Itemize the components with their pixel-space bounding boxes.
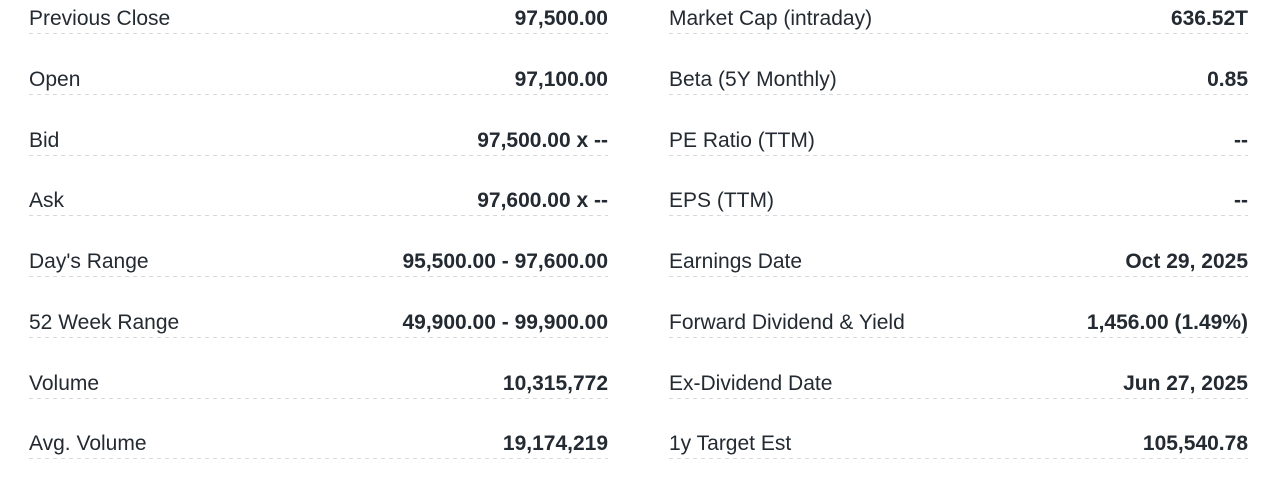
stat-value: 97,500.00 bbox=[514, 7, 608, 30]
stat-label: Ex-Dividend Date bbox=[669, 371, 833, 395]
stat-label: Open bbox=[29, 67, 81, 91]
stat-value: 97,600.00 x -- bbox=[477, 189, 608, 213]
stat-value: 49,900.00 - 99,900.00 bbox=[402, 310, 608, 334]
stat-value: -- bbox=[1234, 128, 1248, 152]
stat-label: Beta (5Y Monthly) bbox=[669, 67, 837, 91]
stat-row-1y-target-est: 1y Target Est 105,540.78 bbox=[669, 425, 1248, 486]
stat-value: 0.85 bbox=[1207, 67, 1248, 91]
stat-label: PE Ratio (TTM) bbox=[669, 128, 815, 152]
stat-row-pe-ratio: PE Ratio (TTM) -- bbox=[669, 121, 1248, 183]
stat-label: Earnings Date bbox=[669, 250, 803, 273]
stat-label: Market Cap (intraday) bbox=[669, 7, 873, 30]
stat-label: 1y Target Est bbox=[669, 432, 792, 456]
stat-row-earnings-date: Earnings Date Oct 29, 2025 bbox=[669, 243, 1248, 304]
stat-row-previous-close: Previous Close 97,500.00 bbox=[29, 0, 608, 61]
stat-value: 19,174,219 bbox=[502, 432, 608, 456]
stat-row-ask: Ask 97,600.00 x -- bbox=[29, 182, 608, 243]
stat-label: EPS (TTM) bbox=[669, 189, 774, 213]
stat-value: -- bbox=[1234, 189, 1248, 213]
stat-value: 95,500.00 - 97,600.00 bbox=[402, 250, 608, 273]
quote-summary-right-column: Market Cap (intraday) 636.52T Beta (5Y M… bbox=[669, 0, 1248, 486]
stat-label: Bid bbox=[29, 128, 60, 152]
stat-value: 636.52T bbox=[1170, 7, 1248, 30]
stat-value: 10,315,772 bbox=[502, 371, 608, 395]
stat-value: 97,100.00 bbox=[514, 67, 608, 91]
stat-row-forward-dividend-yield: Forward Dividend & Yield 1,456.00 (1.49%… bbox=[669, 303, 1248, 365]
stat-row-eps: EPS (TTM) -- bbox=[669, 182, 1248, 243]
stat-row-open: Open 97,100.00 bbox=[29, 60, 608, 122]
stat-value: Oct 29, 2025 bbox=[1125, 250, 1248, 273]
quote-summary-left-column: Previous Close 97,500.00 Open 97,100.00 … bbox=[29, 0, 608, 486]
stat-label: Previous Close bbox=[29, 7, 171, 30]
stat-label: Ask bbox=[29, 189, 65, 213]
stat-row-days-range: Day's Range 95,500.00 - 97,600.00 bbox=[29, 243, 608, 304]
stat-label: Avg. Volume bbox=[29, 432, 147, 456]
stat-row-beta: Beta (5Y Monthly) 0.85 bbox=[669, 60, 1248, 122]
stat-value: 105,540.78 bbox=[1142, 432, 1248, 456]
stat-row-52-week-range: 52 Week Range 49,900.00 - 99,900.00 bbox=[29, 303, 608, 365]
stat-row-volume: Volume 10,315,772 bbox=[29, 364, 608, 426]
stat-row-market-cap: Market Cap (intraday) 636.52T bbox=[669, 0, 1248, 61]
stat-row-bid: Bid 97,500.00 x -- bbox=[29, 121, 608, 183]
stat-value: 1,456.00 (1.49%) bbox=[1086, 310, 1248, 334]
stat-label: Forward Dividend & Yield bbox=[669, 310, 905, 334]
stat-label: Day's Range bbox=[29, 250, 149, 273]
stat-label: Volume bbox=[29, 371, 100, 395]
stat-row-avg-volume: Avg. Volume 19,174,219 bbox=[29, 425, 608, 486]
stat-value: Jun 27, 2025 bbox=[1123, 371, 1248, 395]
stat-value: 97,500.00 x -- bbox=[477, 128, 608, 152]
stat-label: 52 Week Range bbox=[29, 310, 180, 334]
stat-row-ex-dividend-date: Ex-Dividend Date Jun 27, 2025 bbox=[669, 364, 1248, 426]
